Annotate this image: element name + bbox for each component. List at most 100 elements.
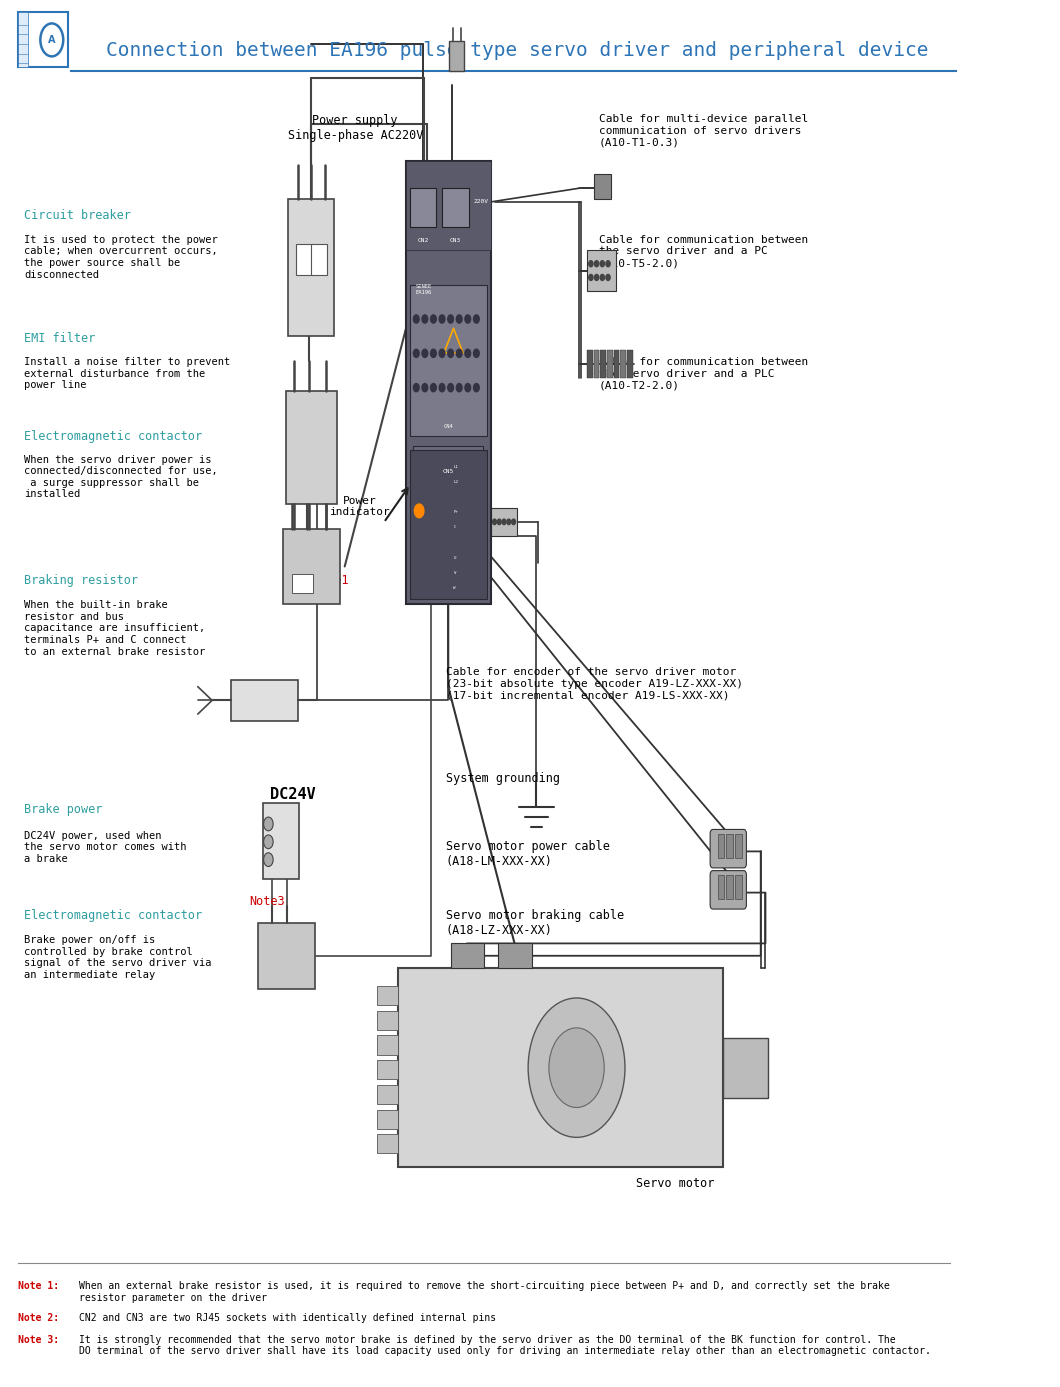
Text: Connection between EA196 pulse type servo driver and peripheral device: Connection between EA196 pulse type serv… bbox=[106, 42, 929, 61]
Text: CN3: CN3 bbox=[449, 237, 461, 243]
Text: Power
indicator: Power indicator bbox=[330, 495, 390, 517]
Circle shape bbox=[588, 261, 593, 266]
Bar bbox=[263, 803, 299, 879]
Text: System grounding: System grounding bbox=[446, 771, 560, 785]
Circle shape bbox=[595, 261, 599, 266]
Bar bbox=[594, 175, 611, 200]
Bar bbox=[607, 351, 613, 377]
Circle shape bbox=[512, 519, 515, 524]
Circle shape bbox=[430, 315, 437, 323]
Bar bbox=[587, 351, 593, 377]
Bar bbox=[18, 12, 28, 68]
Circle shape bbox=[264, 835, 273, 849]
FancyBboxPatch shape bbox=[710, 871, 746, 908]
Circle shape bbox=[457, 350, 462, 358]
Text: C: C bbox=[454, 526, 456, 530]
Text: Servo motor power cable
(A18-LM-XXX-XX): Servo motor power cable (A18-LM-XXX-XX) bbox=[446, 841, 610, 868]
Bar bbox=[735, 834, 742, 859]
Circle shape bbox=[447, 350, 454, 358]
Bar bbox=[718, 834, 724, 859]
Circle shape bbox=[606, 261, 611, 266]
Bar bbox=[399, 968, 723, 1168]
Circle shape bbox=[502, 519, 506, 524]
Circle shape bbox=[528, 999, 625, 1137]
Bar bbox=[377, 986, 399, 1006]
Text: 220V: 220V bbox=[474, 200, 489, 204]
Text: Note 1:: Note 1: bbox=[18, 1282, 66, 1291]
Text: Electromagnetic contactor: Electromagnetic contactor bbox=[24, 908, 202, 922]
Text: DC24V power, used when
the servo motor comes with
a brake: DC24V power, used when the servo motor c… bbox=[24, 831, 187, 864]
Text: Note1: Note1 bbox=[314, 574, 349, 587]
Bar bbox=[587, 250, 616, 291]
Bar bbox=[409, 284, 487, 436]
Text: Note3: Note3 bbox=[249, 896, 285, 908]
Circle shape bbox=[493, 519, 496, 524]
Text: U: U bbox=[454, 556, 456, 559]
Text: A: A bbox=[48, 35, 55, 44]
Text: SINEE
EA196: SINEE EA196 bbox=[416, 284, 431, 295]
Bar bbox=[377, 1060, 399, 1079]
Bar bbox=[442, 189, 469, 226]
Bar bbox=[296, 244, 326, 275]
Text: L2: L2 bbox=[454, 480, 459, 484]
Circle shape bbox=[507, 519, 511, 524]
FancyBboxPatch shape bbox=[18, 12, 68, 68]
Text: When an external brake resistor is used, it is required to remove the short-circ: When an external brake resistor is used,… bbox=[78, 1282, 889, 1302]
Circle shape bbox=[413, 350, 419, 358]
Bar bbox=[283, 528, 340, 605]
Bar bbox=[409, 189, 437, 226]
Text: L1: L1 bbox=[454, 465, 459, 469]
Bar bbox=[377, 1110, 399, 1129]
Bar bbox=[377, 1011, 399, 1031]
Circle shape bbox=[447, 315, 454, 323]
Bar bbox=[377, 1085, 399, 1104]
Text: Brake power on/off is
controlled by brake control
signal of the servo driver via: Brake power on/off is controlled by brak… bbox=[24, 935, 212, 981]
Circle shape bbox=[600, 275, 604, 280]
Text: P+: P+ bbox=[454, 510, 459, 515]
Text: Note 2:: Note 2: bbox=[18, 1312, 66, 1323]
Circle shape bbox=[439, 315, 445, 323]
Text: CN5: CN5 bbox=[443, 469, 454, 474]
Text: Note 3:: Note 3: bbox=[18, 1334, 66, 1345]
Circle shape bbox=[595, 275, 599, 280]
Circle shape bbox=[413, 384, 419, 391]
Circle shape bbox=[422, 315, 428, 323]
Text: Note2: Note2 bbox=[432, 186, 469, 198]
Circle shape bbox=[422, 384, 428, 391]
Circle shape bbox=[439, 350, 445, 358]
Bar bbox=[600, 351, 606, 377]
Text: CN2: CN2 bbox=[418, 237, 428, 243]
Bar bbox=[258, 922, 315, 989]
Circle shape bbox=[474, 350, 479, 358]
Text: DC24V: DC24V bbox=[270, 786, 316, 802]
Circle shape bbox=[414, 503, 424, 517]
Text: EMI filter: EMI filter bbox=[24, 333, 95, 345]
Bar bbox=[726, 834, 734, 859]
Text: Brake power: Brake power bbox=[24, 803, 103, 817]
Bar bbox=[449, 42, 464, 72]
Circle shape bbox=[497, 519, 501, 524]
Text: When the built-in brake
resistor and bus
capacitance are insufficient,
terminals: When the built-in brake resistor and bus… bbox=[24, 601, 206, 656]
Bar bbox=[628, 351, 633, 377]
FancyBboxPatch shape bbox=[710, 829, 746, 868]
Text: Cable for communication between
the servo driver and a PC
(A10-T5-2.0): Cable for communication between the serv… bbox=[599, 234, 808, 268]
Text: Circuit breaker: Circuit breaker bbox=[24, 209, 131, 222]
Text: Power supply
Single-phase AC220V: Power supply Single-phase AC220V bbox=[287, 114, 423, 141]
Bar bbox=[406, 161, 491, 250]
Text: Cable for communication between
the servo driver and a PLC
(A10-T2-2.0): Cable for communication between the serv… bbox=[599, 356, 808, 390]
Text: Servo motor braking cable
(A18-LZ-XXX-XX): Servo motor braking cable (A18-LZ-XXX-XX… bbox=[446, 908, 624, 938]
Circle shape bbox=[606, 275, 611, 280]
Text: Braking resistor: Braking resistor bbox=[24, 574, 138, 587]
Text: It is used to protect the power
cable; when overcurrent occurs,
the power source: It is used to protect the power cable; w… bbox=[24, 234, 218, 280]
Bar bbox=[620, 351, 626, 377]
Bar bbox=[406, 161, 491, 605]
Text: W: W bbox=[454, 585, 456, 589]
Circle shape bbox=[264, 817, 273, 831]
Bar bbox=[614, 351, 619, 377]
Text: Install a noise filter to prevent
external disturbance from the
power line: Install a noise filter to prevent extern… bbox=[24, 356, 230, 390]
Circle shape bbox=[457, 315, 462, 323]
Text: CN4: CN4 bbox=[443, 424, 453, 429]
Text: CN2 and CN3 are two RJ45 sockets with identically defined internal pins: CN2 and CN3 are two RJ45 sockets with id… bbox=[78, 1312, 496, 1323]
Circle shape bbox=[465, 384, 471, 391]
Bar bbox=[409, 451, 487, 599]
